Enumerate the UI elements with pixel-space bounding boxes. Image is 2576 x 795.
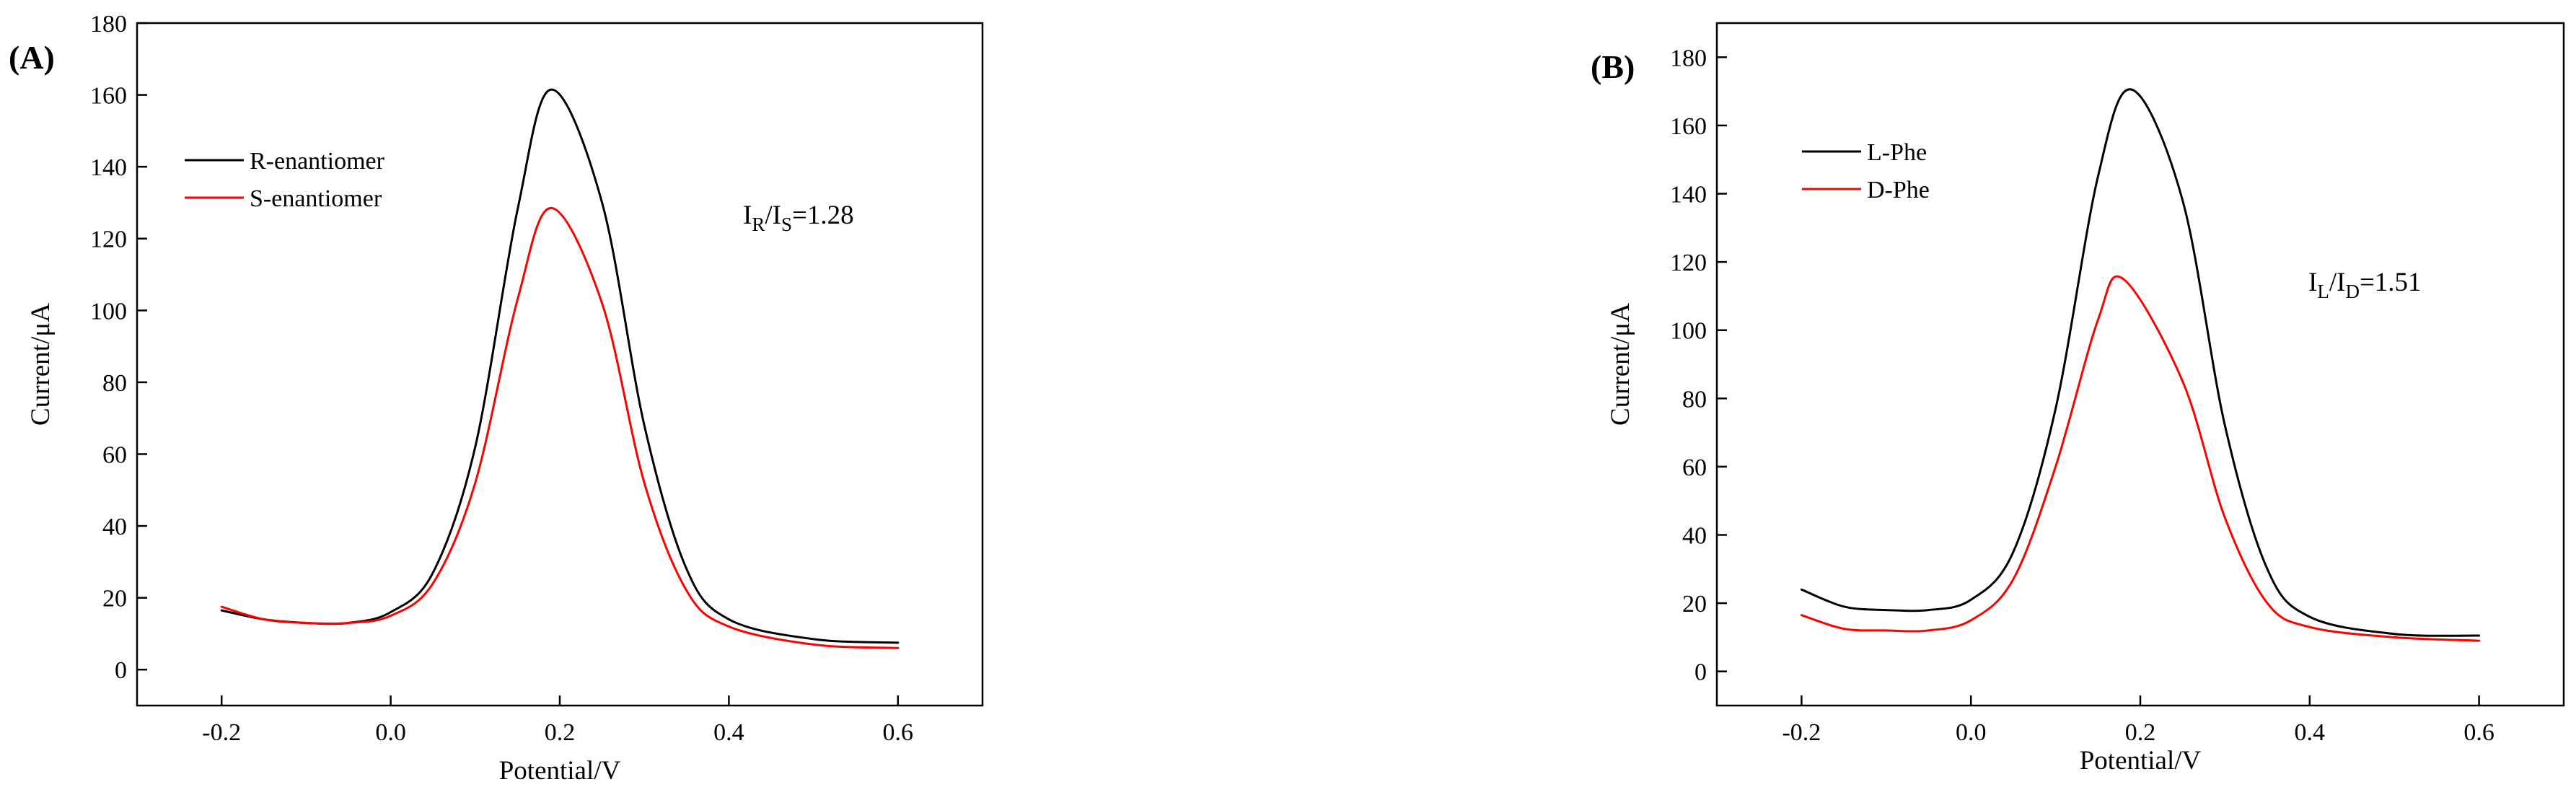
legend-label: D-Phe bbox=[1867, 177, 1930, 203]
annotation-sub1: L bbox=[2317, 281, 2329, 302]
legend-label: L-Phe bbox=[1867, 139, 1927, 166]
annotation-tail: =1.51 bbox=[2360, 268, 2422, 297]
annotation-main: I bbox=[743, 201, 752, 230]
ratio-annotation: IR/IS=1.28 bbox=[743, 201, 854, 235]
x-tick-label: 0.2 bbox=[2125, 719, 2156, 746]
y-tick-label: 0 bbox=[115, 657, 127, 684]
plot-frame bbox=[1715, 22, 2565, 707]
x-tick-label: 0.0 bbox=[1956, 719, 1987, 746]
series-line-l-phe bbox=[1800, 88, 2481, 637]
x-tick-label: -0.2 bbox=[202, 719, 241, 746]
y-tick-label: 120 bbox=[90, 227, 127, 253]
series-line-d-phe bbox=[1800, 275, 2481, 642]
x-axis-title: Potential/V bbox=[2080, 746, 2202, 776]
legend-label: S-enantiomer bbox=[250, 185, 382, 212]
x-tick-label: 0.6 bbox=[2463, 719, 2494, 746]
y-tick-label: 160 bbox=[1670, 113, 1707, 140]
chart-panel-a: 0 20 40 60 80 100 120 140 160 180 -0.2 0.0 0.2 0.4 0.6… bbox=[9, 11, 984, 786]
annotation-mid: /I bbox=[765, 201, 781, 230]
plot-frame bbox=[136, 22, 984, 707]
y-tick-label: 0 bbox=[1694, 659, 1707, 686]
y-tick-label: 20 bbox=[102, 586, 127, 612]
annotation-mid: /I bbox=[2329, 268, 2346, 297]
x-tick-label: 0.6 bbox=[883, 719, 914, 746]
y-tick-label: 100 bbox=[90, 298, 127, 325]
annotation-sub1: R bbox=[752, 214, 765, 235]
y-tick-label: 100 bbox=[1670, 318, 1707, 345]
y-tick-label: 120 bbox=[1670, 250, 1707, 276]
y-tick-label: 60 bbox=[1682, 454, 1707, 481]
y-axis-title: Current/μA bbox=[1606, 303, 1635, 426]
x-tick-label: -0.2 bbox=[1782, 719, 1821, 746]
y-tick-label: 140 bbox=[1670, 182, 1707, 208]
x-axis-title: Potential/V bbox=[499, 756, 621, 786]
y-tick-label: 60 bbox=[102, 442, 127, 468]
panel-label: (B) bbox=[1591, 48, 1635, 85]
x-tick-label: 0.2 bbox=[545, 719, 576, 746]
y-tick-label: 180 bbox=[90, 11, 127, 38]
y-tick-label: 20 bbox=[1682, 591, 1707, 618]
annotation-sub2: D bbox=[2345, 281, 2360, 302]
panel-label: (A) bbox=[9, 39, 55, 76]
annotation-sub2: S bbox=[781, 214, 792, 235]
legend-label: R-enantiomer bbox=[250, 148, 385, 175]
y-tick-label: 80 bbox=[1682, 386, 1707, 413]
x-tick-label: 0.0 bbox=[375, 719, 406, 746]
y-tick-label: 40 bbox=[102, 514, 127, 540]
ratio-annotation: IL/ID=1.51 bbox=[2308, 268, 2422, 302]
annotation-tail: =1.28 bbox=[792, 201, 854, 230]
y-tick-label: 80 bbox=[102, 370, 127, 397]
y-tick-label: 180 bbox=[1670, 45, 1707, 71]
x-tick-label: 0.4 bbox=[713, 719, 744, 746]
y-axis-title: Current/μA bbox=[26, 303, 56, 426]
annotation-main: I bbox=[2308, 268, 2317, 297]
y-tick-label: 160 bbox=[90, 83, 127, 110]
y-tick-label: 40 bbox=[1682, 523, 1707, 550]
x-tick-label: 0.4 bbox=[2295, 719, 2326, 746]
y-tick-label: 140 bbox=[90, 154, 127, 181]
series-line-s-enantiomer bbox=[220, 206, 900, 649]
chart-panel-b: 0 20 40 60 80 100 120 140 160 180 -0.2 0.0 0.2 0.4 0.6… bbox=[1591, 22, 2565, 776]
